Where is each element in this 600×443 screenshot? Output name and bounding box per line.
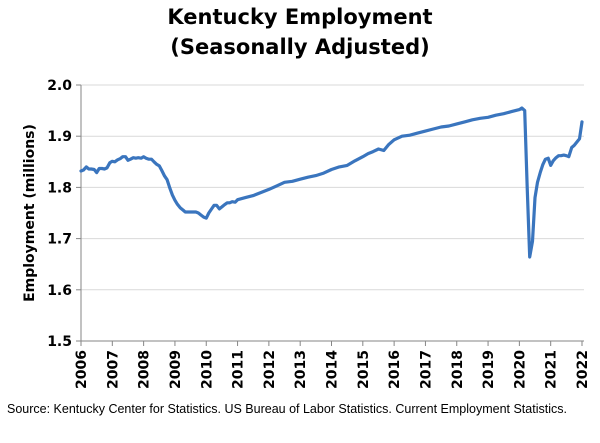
y-tick-labels: 1.5 1.6 1.7 1.8 1.9 2.0	[47, 78, 72, 350]
x-tick-label: 2018	[450, 350, 466, 389]
chart-title-line-1: Kentucky Employment	[167, 5, 432, 29]
x-tick-label: 2012	[262, 350, 278, 389]
axes	[76, 84, 584, 346]
x-tick-label: 2007	[105, 350, 121, 389]
x-tick-label: 2021	[544, 350, 560, 389]
x-tick-label: 2010	[199, 350, 215, 389]
x-tick-label: 2022	[575, 350, 591, 389]
x-tick-label: 2015	[356, 350, 372, 389]
x-tick-label: 2009	[168, 350, 184, 389]
x-tick-label: 2014	[325, 350, 341, 389]
x-tick-label: 2017	[418, 350, 434, 389]
series-line	[79, 106, 584, 259]
y-tick-label: 1.7	[47, 232, 72, 248]
x-tick-label: 2013	[293, 350, 309, 389]
series-group	[79, 106, 584, 259]
x-tick-label: 2020	[512, 350, 528, 389]
source-note: Source: Kentucky Center for Statistics. …	[7, 402, 567, 416]
x-tick-label: 2019	[481, 350, 497, 389]
y-tick-label: 1.8	[47, 180, 72, 196]
x-tick-label: 2011	[231, 350, 247, 389]
x-tick-label: 2016	[387, 350, 403, 389]
gridlines	[81, 84, 584, 291]
y-tick-label: 1.9	[47, 129, 72, 145]
chart-title-line-2: (Seasonally Adjusted)	[170, 35, 429, 59]
y-tick-label: 1.6	[47, 283, 72, 299]
x-tick-label: 2008	[137, 350, 153, 389]
x-tick-labels: 2006 2007 2008 2009 2010 2011 2012 2013 2014 2015…	[74, 350, 591, 389]
y-tick-label: 1.5	[47, 334, 72, 350]
x-tick-label: 2006	[74, 350, 90, 389]
y-axis-title: Employment (millions)	[22, 124, 38, 302]
y-tick-label: 2.0	[47, 78, 72, 94]
